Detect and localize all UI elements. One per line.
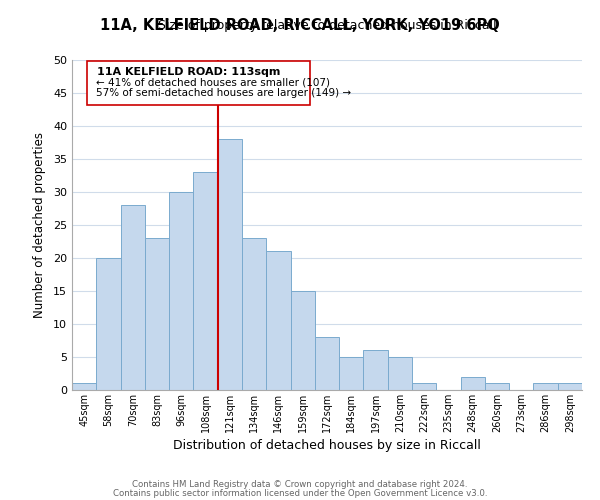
Text: 11A, KELFIELD ROAD, RICCALL, YORK, YO19 6PQ: 11A, KELFIELD ROAD, RICCALL, YORK, YO19 … [100, 18, 500, 32]
Bar [242, 238, 266, 390]
Bar [266, 252, 290, 390]
Bar [388, 357, 412, 390]
Bar [558, 384, 582, 390]
Bar [290, 291, 315, 390]
Bar [193, 172, 218, 390]
Bar [461, 377, 485, 390]
Bar [533, 384, 558, 390]
Text: 11A KELFIELD ROAD: 113sqm: 11A KELFIELD ROAD: 113sqm [97, 66, 280, 76]
X-axis label: Distribution of detached houses by size in Riccall: Distribution of detached houses by size … [173, 439, 481, 452]
Bar [121, 205, 145, 390]
Text: Contains HM Land Registry data © Crown copyright and database right 2024.: Contains HM Land Registry data © Crown c… [132, 480, 468, 489]
Bar [169, 192, 193, 390]
Bar [96, 258, 121, 390]
Text: Contains public sector information licensed under the Open Government Licence v3: Contains public sector information licen… [113, 488, 487, 498]
Bar [339, 357, 364, 390]
Bar [315, 337, 339, 390]
Title: Size of property relative to detached houses in Riccall: Size of property relative to detached ho… [158, 20, 496, 32]
Text: ← 41% of detached houses are smaller (107): ← 41% of detached houses are smaller (10… [96, 77, 330, 87]
Bar [364, 350, 388, 390]
Bar [218, 139, 242, 390]
Text: 57% of semi-detached houses are larger (149) →: 57% of semi-detached houses are larger (… [96, 88, 352, 99]
Bar [412, 384, 436, 390]
FancyBboxPatch shape [86, 62, 310, 105]
Bar [485, 384, 509, 390]
Bar [72, 384, 96, 390]
Y-axis label: Number of detached properties: Number of detached properties [33, 132, 46, 318]
Bar [145, 238, 169, 390]
